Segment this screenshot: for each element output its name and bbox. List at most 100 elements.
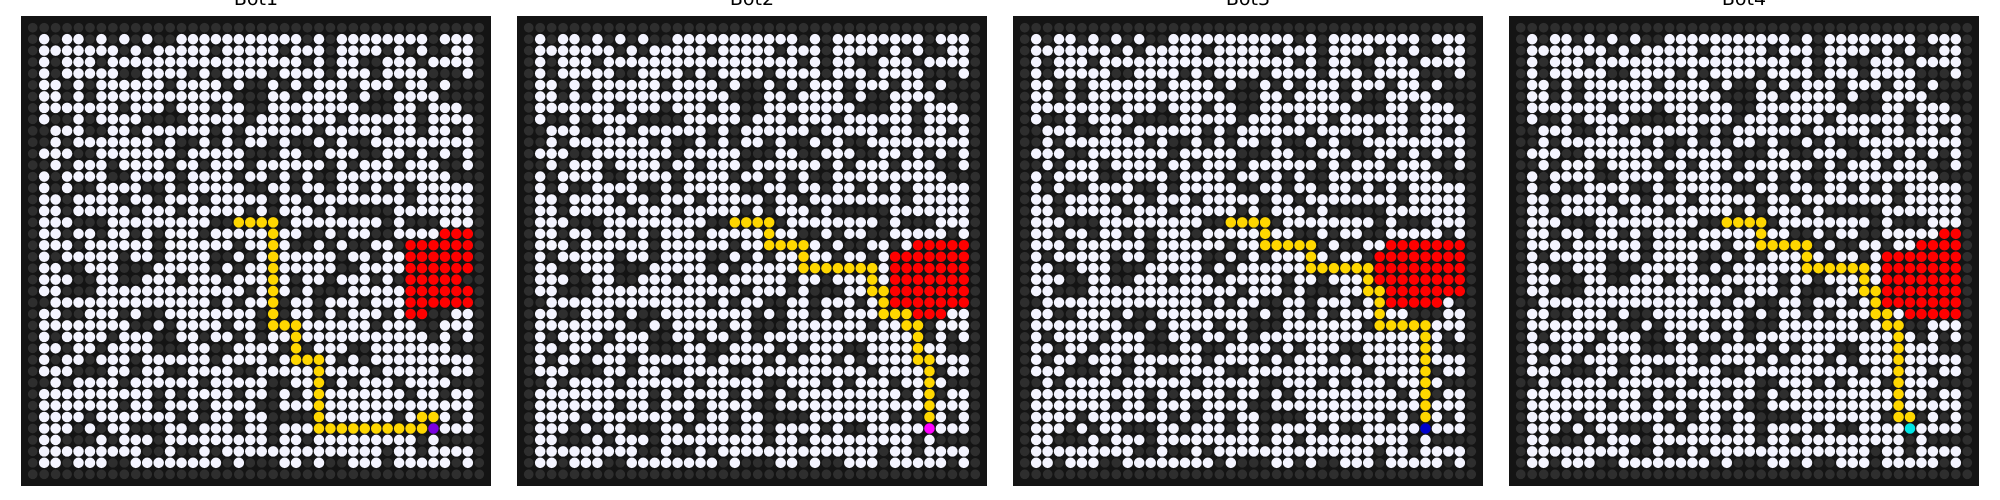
open-cell	[313, 114, 325, 125]
open-cell	[1191, 240, 1202, 251]
open-cell	[1847, 45, 1859, 56]
open-cell	[615, 91, 626, 102]
wall-cell	[1237, 148, 1248, 159]
open-cell	[1156, 377, 1168, 388]
open-cell	[428, 91, 439, 102]
open-cell	[130, 240, 142, 251]
wall-cell	[1317, 171, 1328, 182]
wall-cell	[302, 228, 313, 239]
open-cell	[1618, 56, 1630, 68]
open-cell	[1202, 400, 1214, 411]
open-cell	[313, 320, 325, 331]
open-cell	[741, 136, 752, 148]
wall-cell	[245, 183, 256, 193]
open-cell	[729, 102, 741, 114]
wall-cell	[50, 332, 61, 342]
open-cell	[1443, 56, 1454, 68]
wall-cell	[1374, 206, 1385, 216]
open-cell	[672, 251, 683, 262]
open-cell	[1122, 388, 1134, 400]
wall-cell	[1607, 22, 1618, 33]
open-cell	[1385, 33, 1397, 45]
open-cell	[603, 446, 615, 457]
wall-cell	[1340, 91, 1351, 102]
open-cell	[901, 423, 912, 434]
wall-cell	[970, 377, 981, 388]
open-cell	[222, 434, 233, 446]
wall-cell	[649, 228, 660, 239]
open-cell	[462, 136, 474, 148]
wall-cell	[558, 114, 568, 125]
wall-cell	[844, 423, 855, 434]
open-cell	[1431, 377, 1443, 388]
wall-cell	[581, 354, 591, 365]
open-cell	[164, 400, 176, 411]
open-cell	[462, 68, 474, 79]
wall-cell	[142, 309, 153, 319]
wall-cell	[1294, 137, 1305, 148]
open-cell	[1065, 457, 1076, 469]
wall-cell	[1088, 423, 1099, 434]
open-cell	[451, 354, 462, 366]
open-cell	[1340, 365, 1351, 377]
open-cell	[141, 171, 153, 182]
wall-cell	[1031, 160, 1042, 170]
open-cell	[1282, 308, 1294, 320]
open-cell	[1385, 136, 1397, 148]
wall-cell	[741, 366, 752, 377]
open-cell	[706, 388, 718, 400]
wall-cell	[592, 343, 603, 354]
open-cell	[809, 400, 821, 411]
open-cell	[141, 33, 153, 45]
open-cell	[912, 159, 924, 171]
open-cell	[1237, 320, 1248, 331]
open-cell	[1443, 297, 1454, 308]
open-cell	[84, 377, 96, 388]
open-cell	[187, 400, 199, 411]
wall-cell	[672, 343, 683, 354]
open-cell	[256, 388, 267, 400]
path-cell	[1374, 285, 1385, 297]
open-cell	[1088, 297, 1099, 308]
wall-cell	[256, 457, 267, 468]
open-cell	[325, 388, 336, 400]
wall-cell	[936, 22, 946, 33]
open-cell	[1225, 446, 1237, 457]
open-cell	[752, 136, 763, 148]
open-cell	[176, 68, 187, 79]
open-cell	[1271, 102, 1282, 114]
open-cell	[1443, 114, 1454, 125]
open-cell	[176, 79, 187, 91]
open-cell	[1099, 68, 1111, 79]
wall-cell	[1054, 194, 1064, 205]
wall-cell	[729, 332, 740, 342]
open-cell	[1088, 136, 1099, 148]
wall-cell	[810, 125, 820, 136]
path-cell	[267, 297, 279, 308]
open-cell	[752, 45, 763, 56]
wall-cell	[558, 377, 568, 388]
open-cell	[706, 411, 718, 423]
open-cell	[1202, 308, 1214, 320]
open-cell	[1362, 308, 1374, 320]
open-cell	[786, 125, 798, 137]
open-cell	[958, 228, 970, 240]
open-cell	[1351, 285, 1363, 297]
open-cell	[832, 423, 844, 434]
open-cell	[1030, 228, 1042, 240]
open-cell	[279, 285, 290, 297]
wall-cell	[1077, 354, 1087, 365]
open-cell	[256, 228, 267, 240]
wall-cell	[1351, 423, 1362, 434]
wall-cell	[878, 457, 889, 468]
open-cell	[958, 114, 970, 125]
wall-cell	[1077, 217, 1087, 228]
open-cell	[325, 446, 336, 457]
open-cell	[1202, 228, 1214, 240]
wall-cell	[1386, 160, 1396, 170]
open-cell	[38, 182, 50, 194]
open-cell	[313, 251, 325, 262]
open-cell	[84, 446, 96, 457]
open-cell	[1122, 331, 1134, 343]
open-cell	[428, 343, 439, 354]
